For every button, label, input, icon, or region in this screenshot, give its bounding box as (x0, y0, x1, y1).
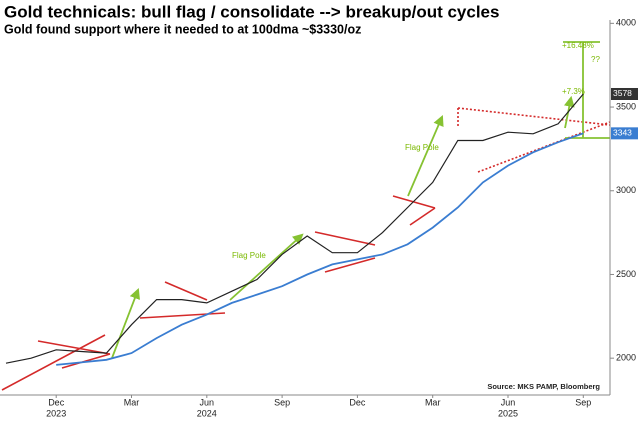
chart-title: Gold technicals: bull flag / consolidate… (4, 2, 499, 21)
x-tick-label: Mar (124, 397, 140, 407)
last-value-label: 3343 (613, 128, 632, 138)
annotation: ?? (591, 55, 600, 64)
x-tick-label: Mar (425, 397, 441, 407)
source: Source: MKS PAMP, Bloomberg (487, 382, 600, 391)
last-value-label: 3578 (613, 88, 632, 98)
x-tick-label: Sep (274, 397, 290, 407)
year-label: 2023 (46, 408, 66, 418)
y-tick-label: 3000 (616, 185, 636, 195)
year-label: 2024 (197, 408, 217, 418)
x-tick-label: Jun (200, 397, 215, 407)
y-tick-label: 4000 (616, 18, 636, 28)
chart-subtitle: Gold found support where it needed to at… (4, 22, 361, 36)
x-tick-label: Sep (575, 397, 591, 407)
y-tick-label: 2500 (616, 269, 636, 279)
annotation: Flag Pole (405, 143, 439, 152)
annotation: +16.48% (562, 41, 594, 50)
last-value-badge (611, 87, 638, 100)
year-label: 2025 (498, 408, 518, 418)
annotation: Flag Pole (232, 251, 266, 260)
annotation: +7.3% (562, 87, 585, 96)
series-line (5, 93, 584, 364)
flag-lines (1, 107, 611, 391)
x-tick-label: Dec (349, 397, 366, 407)
y-tick-label: 2000 (616, 353, 636, 363)
last-value-badge (611, 127, 638, 140)
series-line (56, 132, 584, 366)
x-tick-label: Jun (501, 397, 516, 407)
y-tick-label: 3500 (616, 101, 636, 111)
flag-pole-arrows (111, 41, 610, 359)
x-tick-label: Dec (48, 397, 65, 407)
